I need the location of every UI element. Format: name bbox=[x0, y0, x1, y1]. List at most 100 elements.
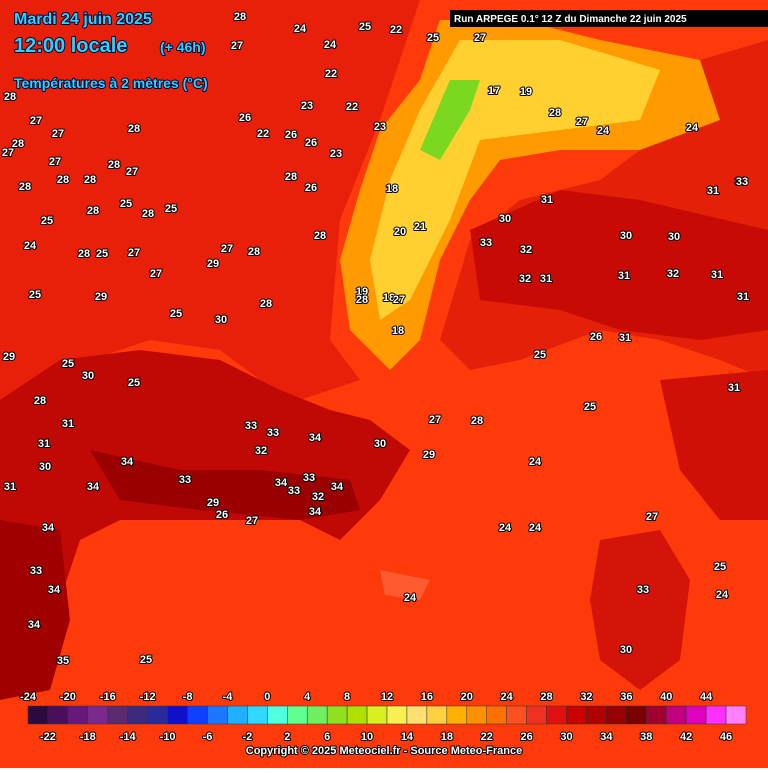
temperature-label: 28 bbox=[78, 248, 90, 260]
temperature-label: 26 bbox=[305, 137, 317, 149]
colorbar-cell bbox=[466, 705, 487, 725]
colorbar-label: 10 bbox=[361, 731, 373, 743]
temperature-label: 23 bbox=[330, 148, 342, 160]
temperature-label: 25 bbox=[140, 654, 152, 666]
temperature-label: 32 bbox=[519, 273, 531, 285]
colorbar-label: 44 bbox=[700, 691, 713, 703]
colorbar-label: 6 bbox=[324, 731, 330, 743]
colorbar-cell bbox=[586, 705, 607, 725]
temperature-label: 28 bbox=[57, 174, 69, 186]
colorbar-cell bbox=[147, 705, 168, 725]
temperature-label: 25 bbox=[62, 358, 74, 370]
temperature-label: 27 bbox=[231, 40, 243, 52]
colorbar-label: 30 bbox=[560, 731, 572, 743]
colorbar-cell bbox=[207, 705, 228, 725]
temperature-label: 31 bbox=[541, 194, 553, 206]
land-italy bbox=[660, 370, 768, 520]
temperature-label: 19 bbox=[520, 86, 532, 98]
temperature-label: 24 bbox=[24, 240, 37, 252]
temperature-label: 24 bbox=[686, 122, 699, 134]
temperature-label: 18 bbox=[392, 325, 404, 337]
temperature-label: 33 bbox=[288, 485, 300, 497]
temperature-label: 25 bbox=[584, 401, 596, 413]
temperature-label: 26 bbox=[305, 182, 317, 194]
colorbar-label: -12 bbox=[140, 691, 156, 703]
temperature-label: 30 bbox=[620, 230, 632, 242]
temperature-label: 24 bbox=[294, 23, 307, 35]
temperature-label: 25 bbox=[534, 349, 546, 361]
temperature-label: 29 bbox=[207, 497, 219, 509]
temperature-label: 27 bbox=[576, 116, 588, 128]
colorbar-cell bbox=[526, 705, 547, 725]
colorbar-cell bbox=[287, 705, 308, 725]
temperature-label: 25 bbox=[29, 289, 41, 301]
temperature-label: 26 bbox=[216, 509, 228, 521]
temperature-label: 28 bbox=[234, 11, 246, 23]
colorbar-label: 26 bbox=[520, 731, 532, 743]
temperature-label: 28 bbox=[84, 174, 96, 186]
colorbar-cell bbox=[486, 705, 507, 725]
colorbar-label: -18 bbox=[80, 731, 96, 743]
temperature-label: 25 bbox=[427, 32, 439, 44]
temperature-label: 25 bbox=[41, 215, 53, 227]
temperature-label: 27 bbox=[474, 32, 486, 44]
temperature-label: 24 bbox=[716, 589, 729, 601]
colorbar-cell bbox=[685, 705, 707, 725]
temperature-label: 24 bbox=[597, 125, 610, 137]
temperature-label: 25 bbox=[714, 561, 726, 573]
colorbar-label: -10 bbox=[160, 731, 176, 743]
temperature-label: 27 bbox=[128, 247, 140, 259]
temperature-label: 28 bbox=[4, 91, 16, 103]
colorbar-cell bbox=[127, 705, 148, 725]
land-po bbox=[470, 190, 768, 340]
colorbar-cell bbox=[67, 705, 89, 725]
temperature-label: 22 bbox=[257, 128, 269, 140]
colorbar-label: -8 bbox=[183, 691, 193, 703]
temperature-label: 27 bbox=[2, 147, 14, 159]
temperature-label: 28 bbox=[12, 138, 24, 150]
colorbar-label: -20 bbox=[60, 691, 76, 703]
colorbar-label: 46 bbox=[720, 731, 732, 743]
temperature-label: 30 bbox=[499, 213, 511, 225]
temperature-label: 30 bbox=[82, 370, 94, 382]
temperature-label: 24 bbox=[529, 456, 542, 468]
colorbar-label: 20 bbox=[461, 691, 473, 703]
colorbar-cell bbox=[247, 705, 268, 725]
colorbar-cell bbox=[646, 705, 667, 725]
temperature-label: 27 bbox=[30, 115, 42, 127]
date: Mardi 24 juin 2025 bbox=[14, 11, 152, 28]
time: 12:00 locale bbox=[14, 35, 127, 57]
island bbox=[590, 530, 690, 690]
temperature-label: 32 bbox=[667, 268, 679, 280]
temperature-label: 28 bbox=[108, 159, 120, 171]
colorbar-label: 0 bbox=[264, 691, 270, 703]
temperature-label: 22 bbox=[325, 68, 337, 80]
temperature-label: 30 bbox=[215, 314, 227, 326]
hot-area bbox=[90, 450, 360, 520]
temperature-label: 28 bbox=[356, 294, 368, 306]
temperature-label: 30 bbox=[620, 644, 632, 656]
temperature-label: 28 bbox=[471, 415, 483, 427]
run-box bbox=[450, 10, 768, 27]
land-south bbox=[0, 350, 410, 700]
temperature-label: 34 bbox=[331, 481, 344, 493]
temperature-label: 33 bbox=[245, 420, 257, 432]
temperature-label: 25 bbox=[120, 198, 132, 210]
temperature-label: 28 bbox=[260, 298, 272, 310]
temperature-label: 33 bbox=[480, 237, 492, 249]
colorbar-label: -24 bbox=[20, 691, 37, 703]
colorbar-label: 40 bbox=[660, 691, 672, 703]
colorbar-cell bbox=[47, 705, 69, 725]
temperature-label: 22 bbox=[390, 24, 402, 36]
colorbar-cell bbox=[446, 705, 468, 725]
temperature-label: 28 bbox=[248, 246, 260, 258]
run-info: Run ARPEGE 0.1° 12 Z du Dimanche 22 juin… bbox=[454, 14, 687, 25]
colorbar-cell bbox=[346, 705, 368, 725]
temperature-label: 21 bbox=[414, 221, 426, 233]
colorbar-cell bbox=[107, 705, 128, 725]
temperature-label: 24 bbox=[404, 592, 417, 604]
colorbar-cell bbox=[566, 705, 587, 725]
colorbar-label: 8 bbox=[344, 691, 350, 703]
